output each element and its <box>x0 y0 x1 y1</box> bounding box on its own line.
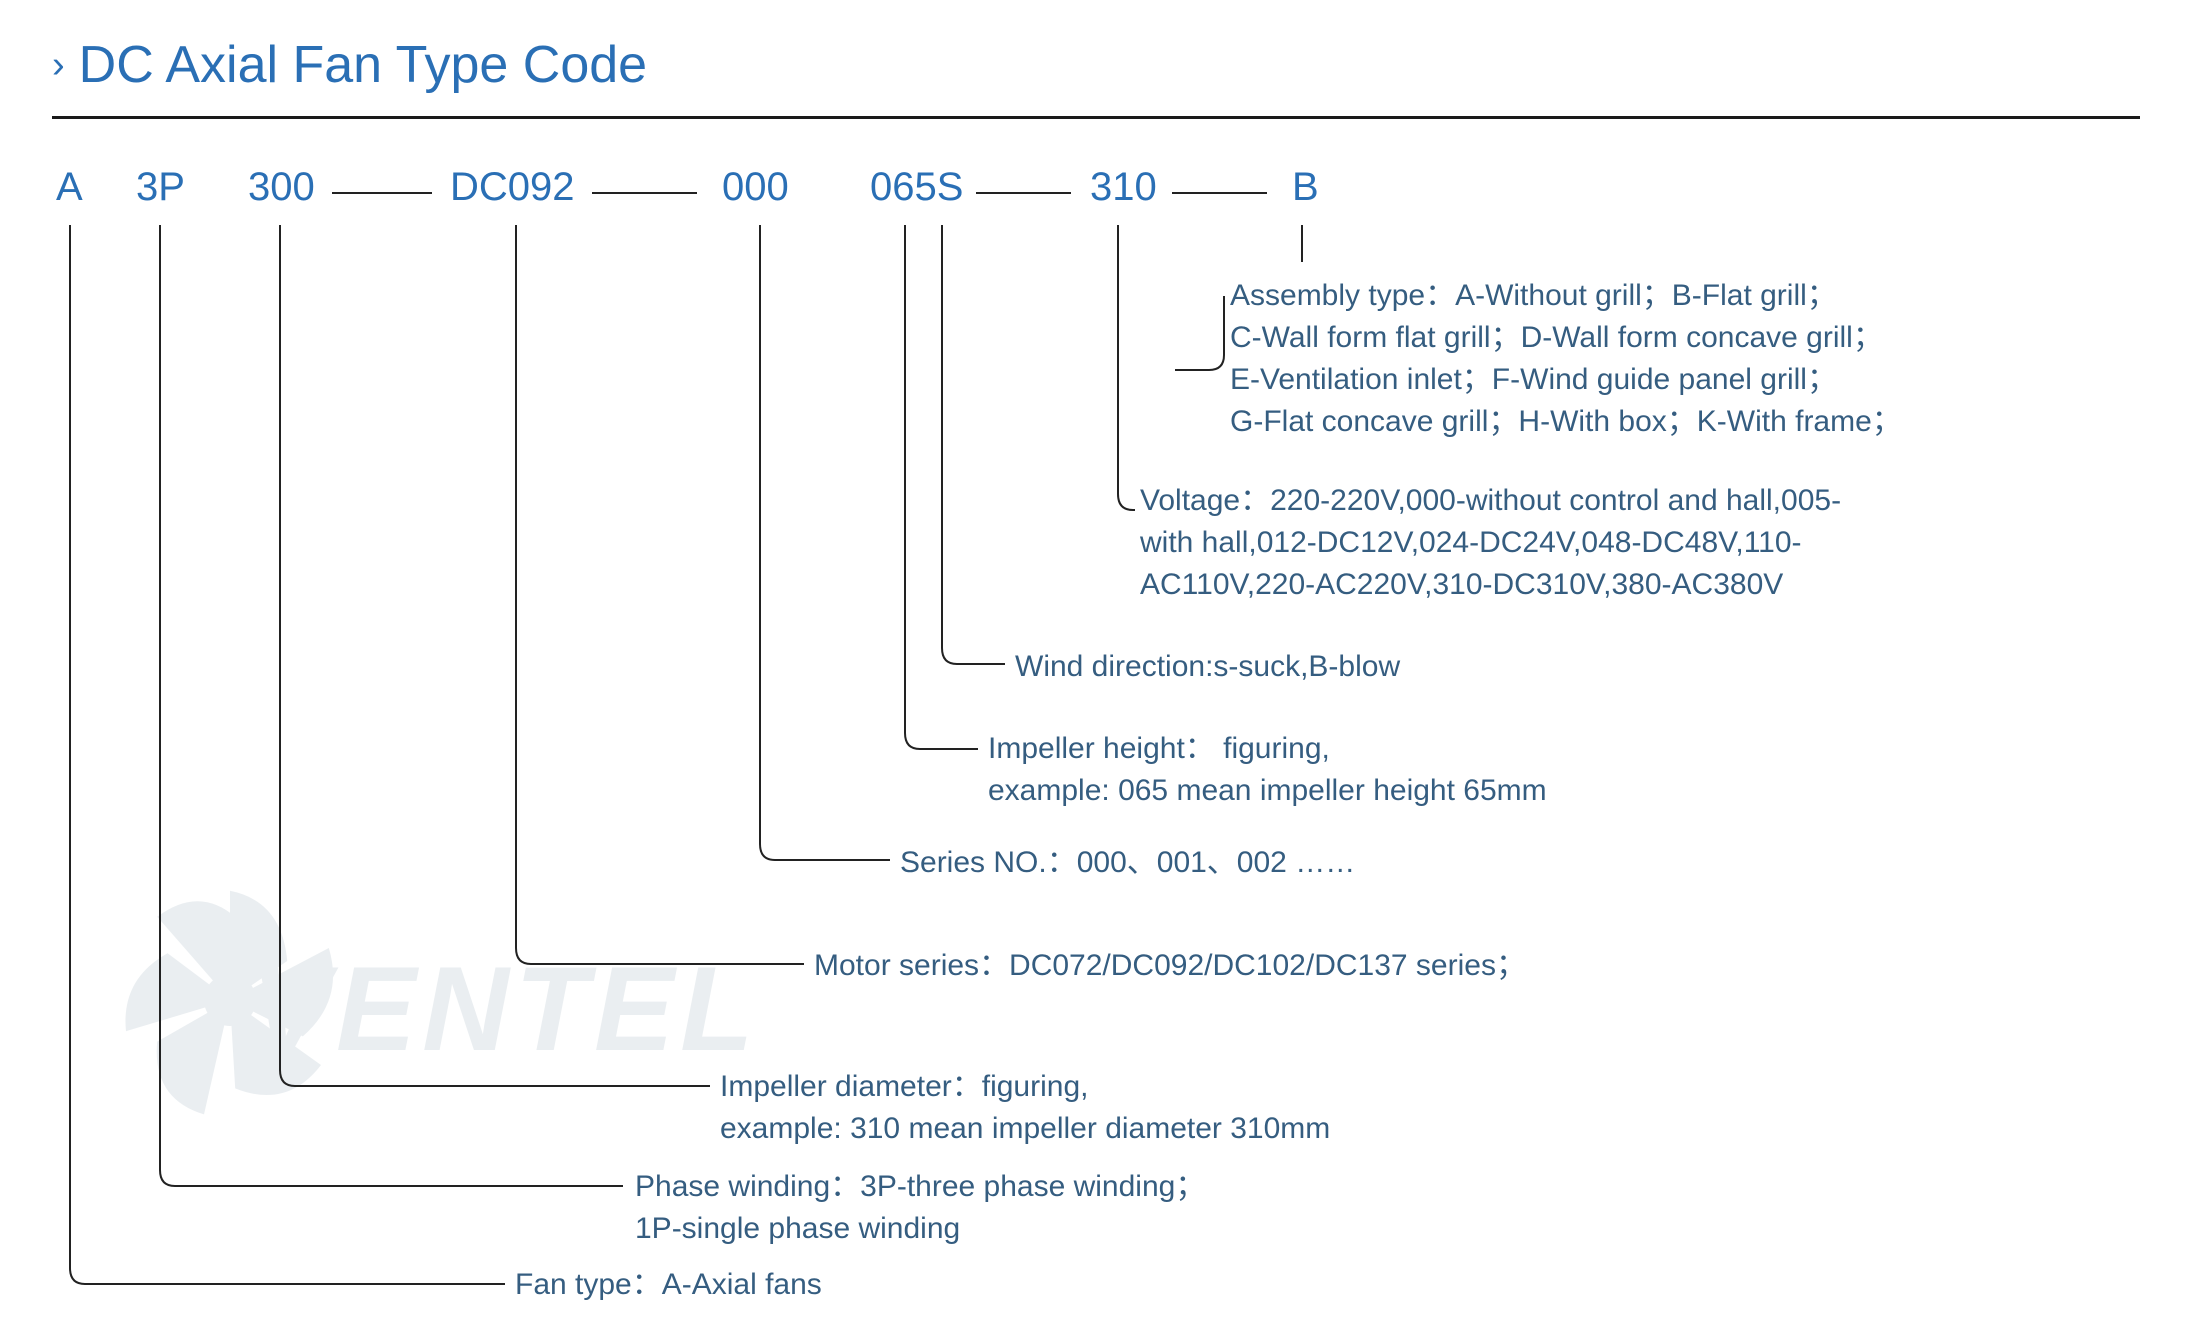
page-title: DC Axial Fan Type Code <box>79 35 647 95</box>
connector-2 <box>942 225 1005 664</box>
desc-line: 1P-single phase winding <box>635 1208 1205 1250</box>
desc-phase: Phase winding：3P-three phase winding；1P-… <box>635 1166 1205 1250</box>
code-segment-000: 000 <box>722 165 789 210</box>
desc-line: Assembly type：A-Without grill；B-Flat gri… <box>1230 275 1902 317</box>
desc-line: Impeller height： figuring, <box>988 728 1547 770</box>
desc-line: Voltage：220-220V,000-without control and… <box>1140 480 1841 522</box>
code-segment-310: 310 <box>1090 165 1157 210</box>
desc-line: example: 310 mean impeller diameter 310m… <box>720 1108 1330 1150</box>
connector-1 <box>1118 225 1135 510</box>
desc-wind: Wind direction:s-suck,B-blow <box>1015 646 1400 688</box>
desc-line: Phase winding：3P-three phase winding； <box>635 1166 1205 1208</box>
desc-line: Impeller diameter：figuring, <box>720 1066 1330 1108</box>
code-dash-1 <box>592 192 697 194</box>
desc-fan_type: Fan type：A-Axial fans <box>515 1264 822 1306</box>
title-underline <box>52 116 2140 119</box>
connector-4 <box>760 225 890 860</box>
connector-7 <box>160 225 623 1186</box>
desc-line: Fan type：A-Axial fans <box>515 1264 822 1306</box>
desc-impeller_dia: Impeller diameter：figuring,example: 310 … <box>720 1066 1330 1150</box>
code-segment-DC092: DC092 <box>450 165 575 210</box>
desc-assembly: Assembly type：A-Without grill；B-Flat gri… <box>1230 275 1902 443</box>
watermark-text: VENTEL <box>250 940 759 1078</box>
code-dash-2 <box>976 192 1071 194</box>
desc-line: with hall,012-DC12V,024-DC24V,048-DC48V,… <box>1140 522 1841 564</box>
code-dash-0 <box>332 192 432 194</box>
desc-impeller_height: Impeller height： figuring,example: 065 m… <box>988 728 1547 812</box>
desc-motor_series: Motor series：DC072/DC092/DC102/DC137 ser… <box>814 945 1526 987</box>
code-segment-065S: 065S <box>870 165 963 210</box>
desc-line: AC110V,220-AC220V,310-DC310V,380-AC380V <box>1140 564 1841 606</box>
desc-line: Wind direction:s-suck,B-blow <box>1015 646 1400 688</box>
connector-8 <box>70 225 505 1284</box>
code-dash-3 <box>1172 192 1267 194</box>
desc-line: example: 065 mean impeller height 65mm <box>988 770 1547 812</box>
desc-voltage: Voltage：220-220V,000-without control and… <box>1140 480 1841 606</box>
connector-6 <box>280 225 710 1086</box>
desc-line: C-Wall form flat grill；D-Wall form conca… <box>1230 317 1902 359</box>
desc-series_no: Series NO.：000、001、002 …… <box>900 842 1355 884</box>
title-row: › DC Axial Fan Type Code <box>52 35 647 95</box>
code-segment-B: B <box>1292 165 1319 210</box>
desc-line: G-Flat concave grill；H-With box；K-With f… <box>1230 401 1902 443</box>
desc-line: Series NO.：000、001、002 …… <box>900 842 1355 884</box>
code-segment-A: A <box>56 165 83 210</box>
desc-line: E-Ventilation inlet；F-Wind guide panel g… <box>1230 359 1902 401</box>
chevron-icon: › <box>52 44 65 87</box>
code-segment-300: 300 <box>248 165 315 210</box>
connector-3 <box>905 225 978 749</box>
desc-line: Motor series：DC072/DC092/DC102/DC137 ser… <box>814 945 1526 987</box>
code-segment-3P: 3P <box>136 165 185 210</box>
fan-icon <box>100 870 360 1130</box>
connector-5 <box>516 225 804 964</box>
